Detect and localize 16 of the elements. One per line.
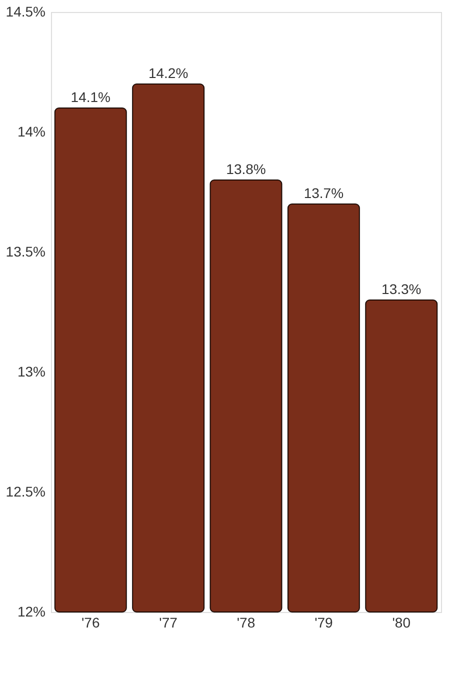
x-tick-label: '80 xyxy=(392,614,411,630)
y-tick-label: 13.5% xyxy=(6,244,46,260)
data-label: 14.2% xyxy=(148,65,188,81)
x-tick-label: '77 xyxy=(159,614,178,630)
y-tick-label: 12.5% xyxy=(6,484,46,500)
data-label: 13.3% xyxy=(382,281,422,297)
data-label: 14.1% xyxy=(70,89,110,105)
data-label: 13.8% xyxy=(226,161,266,177)
y-tick-label: 14.5% xyxy=(6,4,46,20)
x-tick-label: '79 xyxy=(314,614,334,630)
y-tick-label: 12% xyxy=(17,604,46,620)
data-label: 13.7% xyxy=(304,185,344,201)
y-tick-label: 14% xyxy=(17,124,46,140)
y-tick-label: 13% xyxy=(17,364,46,380)
x-tick-label: '78 xyxy=(236,614,256,630)
x-tick-label: '76 xyxy=(81,614,100,630)
